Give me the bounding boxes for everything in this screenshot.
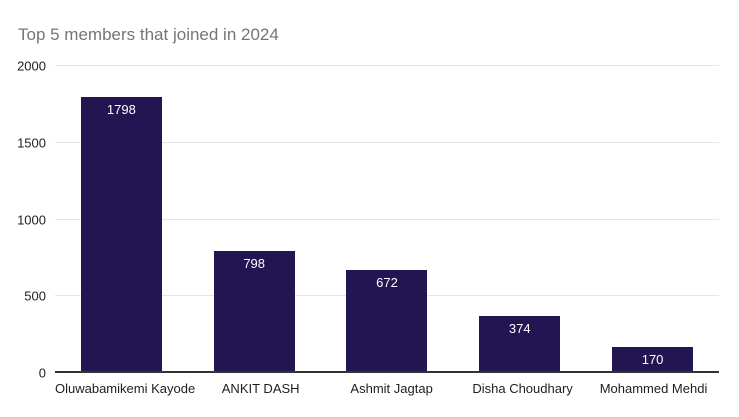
- y-tick-label: 0: [38, 365, 46, 381]
- x-tick-label: ANKIT DASH: [221, 381, 300, 396]
- gridline: [55, 218, 719, 220]
- bar-value-label: 672: [376, 274, 398, 290]
- bar[interactable]: 170: [612, 346, 694, 373]
- y-tick-label: 2000: [17, 58, 46, 74]
- x-tick-label: Ashmit Jagtap: [350, 381, 433, 396]
- plot-area: 0 500 1000 1500 2000 1798 798 672 374 170: [17, 60, 719, 380]
- gridline: [55, 141, 719, 143]
- bar[interactable]: 1798: [80, 97, 162, 373]
- bar-column: 374: [453, 66, 586, 373]
- x-tick-label: Disha Choudhary: [472, 381, 573, 396]
- y-tick-label: 500: [24, 288, 46, 304]
- bars: 1798 798 672 374 170: [55, 66, 719, 373]
- bar[interactable]: 672: [346, 269, 428, 373]
- x-tick-label: Mohammed Mehdi: [599, 381, 708, 396]
- bar-column: 1798: [55, 66, 188, 373]
- x-tick-label: Oluwabamikemi Kayode: [55, 381, 196, 396]
- bar-value-label: 798: [243, 255, 266, 271]
- y-tick-label: 1500: [17, 135, 46, 151]
- bar[interactable]: 798: [213, 250, 295, 373]
- chart-title: Top 5 members that joined in 2024: [18, 25, 279, 44]
- x-axis-labels: Oluwabamikemi Kayode ANKIT DASH Ashmit Jag…: [55, 381, 719, 396]
- bar-column: 672: [321, 66, 454, 373]
- bar-column: 170: [586, 66, 719, 373]
- y-tick-label: 1000: [17, 212, 46, 227]
- gridline: [55, 65, 719, 66]
- bar-value-label: 374: [508, 320, 531, 336]
- bar-value-label: 1798: [106, 102, 136, 118]
- bar[interactable]: 374: [479, 315, 561, 373]
- bar-column: 798: [188, 66, 321, 373]
- bar-value-label: 170: [641, 351, 664, 367]
- x-axis-line: [55, 371, 719, 373]
